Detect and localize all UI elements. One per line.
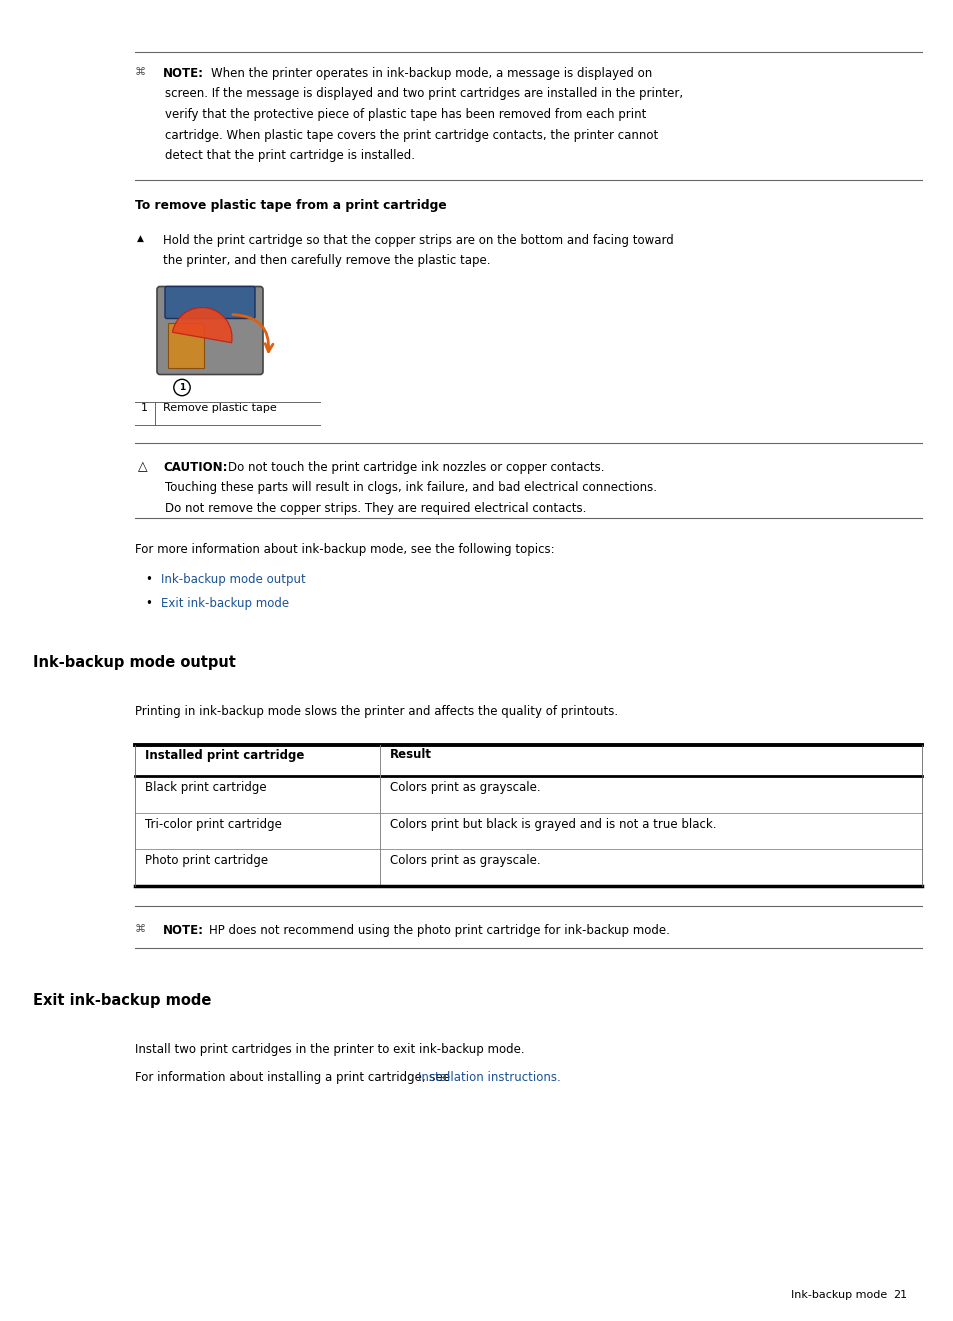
Text: Ink-backup mode output: Ink-backup mode output (161, 572, 305, 585)
FancyArrowPatch shape (233, 314, 273, 351)
Text: When the printer operates in ink-backup mode, a message is displayed on: When the printer operates in ink-backup … (211, 67, 652, 81)
Text: CAUTION:: CAUTION: (163, 461, 227, 473)
Text: 1: 1 (141, 403, 148, 412)
Text: Colors print as grayscale.: Colors print as grayscale. (390, 855, 540, 867)
Text: Hold the print cartridge so that the copper strips are on the bottom and facing : Hold the print cartridge so that the cop… (163, 234, 673, 247)
Text: Remove plastic tape: Remove plastic tape (163, 403, 276, 412)
Text: Installed print cartridge: Installed print cartridge (145, 749, 304, 761)
Text: ⌘: ⌘ (135, 67, 146, 77)
Text: •: • (145, 572, 152, 585)
Text: Do not touch the print cartridge ink nozzles or copper contacts.: Do not touch the print cartridge ink noz… (228, 461, 604, 473)
Text: Colors print but black is grayed and is not a true black.: Colors print but black is grayed and is … (390, 818, 716, 831)
Text: Colors print as grayscale.: Colors print as grayscale. (390, 781, 540, 794)
Text: NOTE:: NOTE: (163, 923, 204, 937)
Text: Exit ink-backup mode: Exit ink-backup mode (161, 597, 289, 609)
Text: Ink-backup mode: Ink-backup mode (790, 1291, 886, 1300)
Text: screen. If the message is displayed and two print cartridges are installed in th: screen. If the message is displayed and … (165, 87, 682, 100)
Text: Touching these parts will result in clogs, ink failure, and bad electrical conne: Touching these parts will result in clog… (165, 481, 657, 494)
Text: Photo print cartridge: Photo print cartridge (145, 855, 268, 867)
Text: Result: Result (390, 749, 432, 761)
Text: HP does not recommend using the photo print cartridge for ink-backup mode.: HP does not recommend using the photo pr… (209, 923, 669, 937)
Text: verify that the protective piece of plastic tape has been removed from each prin: verify that the protective piece of plas… (165, 108, 646, 122)
Text: For information about installing a print cartridge, see: For information about installing a print… (135, 1071, 454, 1083)
Text: ⌘: ⌘ (135, 923, 146, 934)
Text: Install two print cartridges in the printer to exit ink-backup mode.: Install two print cartridges in the prin… (135, 1042, 524, 1055)
Circle shape (173, 379, 190, 396)
Text: Printing in ink-backup mode slows the printer and affects the quality of printou: Printing in ink-backup mode slows the pr… (135, 704, 618, 717)
Text: Installation instructions.: Installation instructions. (417, 1071, 560, 1083)
Text: Black print cartridge: Black print cartridge (145, 781, 266, 794)
Text: Do not remove the copper strips. They are required electrical contacts.: Do not remove the copper strips. They ar… (165, 502, 586, 514)
Wedge shape (172, 308, 232, 342)
Text: For more information about ink-backup mode, see the following topics:: For more information about ink-backup mo… (135, 543, 554, 556)
Text: Tri-color print cartridge: Tri-color print cartridge (145, 818, 281, 831)
FancyBboxPatch shape (157, 287, 263, 374)
Text: 21: 21 (892, 1291, 906, 1300)
Text: 1: 1 (179, 383, 185, 392)
Text: Exit ink-backup mode: Exit ink-backup mode (33, 993, 212, 1008)
Text: Ink-backup mode output: Ink-backup mode output (33, 654, 235, 670)
Text: the printer, and then carefully remove the plastic tape.: the printer, and then carefully remove t… (163, 254, 490, 267)
Text: △: △ (138, 461, 148, 473)
FancyBboxPatch shape (165, 287, 254, 318)
Text: ▲: ▲ (137, 234, 144, 243)
Text: To remove plastic tape from a print cartridge: To remove plastic tape from a print cart… (135, 199, 446, 213)
Text: cartridge. When plastic tape covers the print cartridge contacts, the printer ca: cartridge. When plastic tape covers the … (165, 128, 658, 141)
Text: NOTE:: NOTE: (163, 67, 204, 81)
Text: detect that the print cartridge is installed.: detect that the print cartridge is insta… (165, 149, 415, 162)
Bar (168, 322, 204, 367)
Text: •: • (145, 597, 152, 609)
